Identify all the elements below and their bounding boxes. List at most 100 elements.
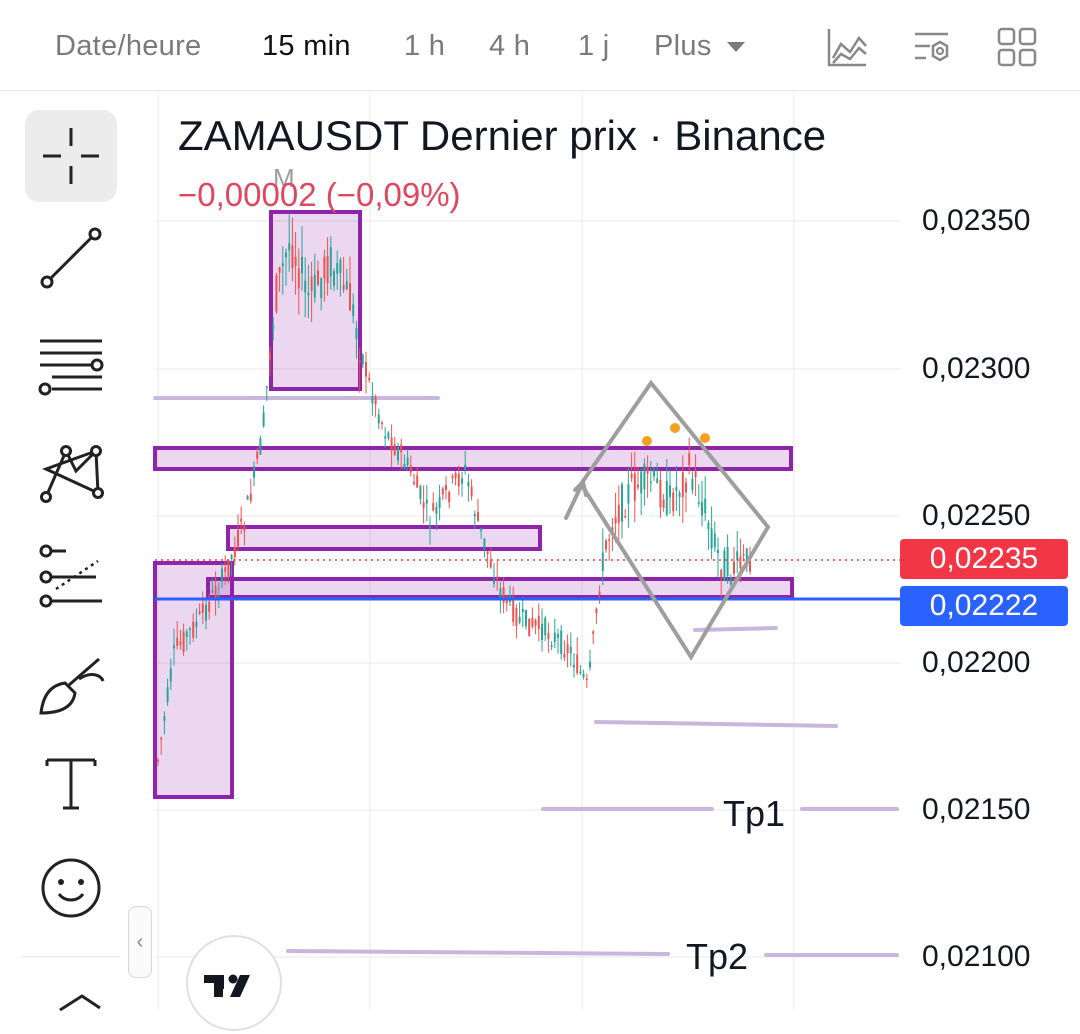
candle-body <box>653 469 655 477</box>
candle-body <box>429 526 431 529</box>
candle-body <box>230 555 233 559</box>
candle-body <box>329 247 332 277</box>
candle-body <box>521 608 524 612</box>
candle-body <box>179 641 182 645</box>
candle-body <box>589 661 591 668</box>
candle-body <box>525 610 527 627</box>
candle-body <box>403 463 406 469</box>
candle-body <box>713 533 716 548</box>
candle-body <box>646 466 649 475</box>
candle-body <box>275 275 278 312</box>
tab-1-h[interactable]: 1 h <box>404 30 446 62</box>
tab-15-min[interactable]: 15 min <box>262 30 351 62</box>
zone-box-top[interactable] <box>269 210 362 391</box>
tab-4-h[interactable]: 4 h <box>489 30 531 62</box>
ruler-icon[interactable] <box>50 992 110 1012</box>
indicators-icon[interactable] <box>912 26 954 68</box>
emoji-icon <box>41 858 101 918</box>
candle-body <box>733 561 735 574</box>
candle-body <box>512 597 515 622</box>
candle-body <box>614 516 617 524</box>
text-tool[interactable] <box>25 736 117 828</box>
candle-body <box>237 529 239 547</box>
forecast-tool[interactable] <box>25 528 117 620</box>
candle-body <box>643 463 646 490</box>
candle-body <box>493 579 495 584</box>
candle-body <box>281 263 284 267</box>
candle-body <box>707 522 710 530</box>
candle-body <box>627 484 630 504</box>
last-price-badge: 0,02235 <box>900 539 1068 579</box>
candle-body <box>400 444 403 453</box>
marker-m: M <box>273 163 295 193</box>
trend-line-tool[interactable] <box>25 212 117 304</box>
candle-body <box>285 252 287 258</box>
tradingview-logo-icon <box>204 974 250 997</box>
tradingview-logo[interactable] <box>186 935 282 1031</box>
candle-body <box>659 480 662 508</box>
tab-plus[interactable]: Plus <box>654 30 746 63</box>
candle-body <box>685 482 687 493</box>
candle-body <box>345 281 348 290</box>
candle-body <box>723 550 726 581</box>
candle-body <box>176 637 179 646</box>
candle-body <box>608 539 611 541</box>
candle-body <box>326 256 329 284</box>
tab-date-time[interactable]: Date/heure <box>55 30 202 62</box>
candle-body <box>656 478 659 484</box>
candle-body <box>432 503 435 511</box>
y-axis-label: 0,02300 <box>922 352 1031 385</box>
candle-body <box>381 422 383 425</box>
symbol-title[interactable]: ZAMAUSDT Dernier prix · Binance <box>178 112 827 159</box>
candle-body <box>630 473 633 479</box>
candle-body <box>729 576 732 585</box>
price-chart[interactable]: M <box>0 0 1080 1009</box>
horizontal-lines-tool[interactable] <box>25 320 117 412</box>
drawing-toolbar <box>0 92 150 1012</box>
candle-body <box>541 623 543 641</box>
candle-body <box>624 516 627 518</box>
candle-body <box>416 475 419 488</box>
candle-body <box>560 630 563 655</box>
candle-body <box>681 472 684 498</box>
candle-body <box>419 485 422 499</box>
tab-1-j[interactable]: 1 j <box>578 30 610 62</box>
candle-body <box>579 671 582 674</box>
candle-body <box>592 631 595 634</box>
candle-body <box>217 595 220 597</box>
candle-body <box>486 551 489 555</box>
candle-body <box>224 567 227 572</box>
layout-icon[interactable] <box>996 26 1038 68</box>
candle-body <box>537 615 540 630</box>
candle-body <box>678 492 681 497</box>
candle-body <box>317 270 319 286</box>
candle-body <box>470 486 473 497</box>
brush-icon <box>39 657 105 715</box>
candle-body <box>569 646 572 654</box>
candle-body <box>195 621 198 627</box>
candle-body <box>160 737 163 740</box>
pivot-dot <box>670 423 680 433</box>
crosshair-tool[interactable] <box>25 110 117 202</box>
candle-body <box>397 446 399 461</box>
brush-tool[interactable] <box>25 640 117 732</box>
emoji-tool[interactable] <box>25 842 117 934</box>
candle-body <box>390 437 393 452</box>
diamond-pattern[interactable] <box>578 379 771 661</box>
candle-body <box>467 481 470 487</box>
toolbar-collapse-button[interactable]: ‹ <box>128 906 152 978</box>
chart-type-icon[interactable] <box>826 26 868 68</box>
candles <box>157 214 751 766</box>
zone-mid[interactable] <box>226 525 542 551</box>
candle-body <box>637 484 639 488</box>
candle-body <box>259 438 262 455</box>
arrow-drawing <box>564 478 588 520</box>
candle-body <box>205 604 207 621</box>
pattern-tool[interactable] <box>25 424 117 516</box>
candle-body <box>336 263 339 274</box>
candle-body <box>438 496 441 508</box>
candle-body <box>489 560 492 568</box>
candle-body <box>742 554 745 556</box>
candle-body <box>352 304 355 316</box>
candle-body <box>361 354 364 365</box>
